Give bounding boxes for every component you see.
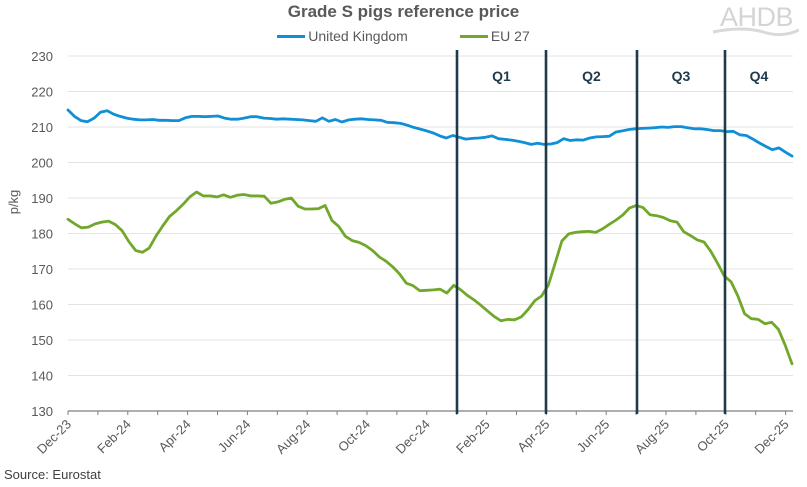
- quarter-label: Q3: [672, 68, 691, 84]
- quarter-markers: Q1 Q2 Q3 Q4: [455, 50, 769, 414]
- x-tick-label: Dec-23: [34, 417, 74, 457]
- y-tick-label: 220: [31, 85, 53, 100]
- x-tick-label: Jun-25: [574, 417, 613, 456]
- series-line-eu: [66, 190, 794, 366]
- x-axis: Dec-23 Feb-24 Apr-24 Jun-24 Aug-24 Oct-24 Dec-…: [34, 410, 793, 457]
- x-tick-label: Apr-24: [156, 417, 194, 455]
- legend-item-uk: United Kingdom: [277, 28, 408, 44]
- x-tick-label: Feb-25: [453, 417, 493, 457]
- y-tick-label: 130: [31, 404, 53, 419]
- gridlines: [68, 55, 793, 376]
- logo-text: AHDB: [719, 2, 794, 32]
- x-tick-label: Dec-25: [751, 417, 791, 457]
- y-tick-label: 180: [31, 227, 53, 242]
- y-tick-label: 200: [31, 156, 53, 171]
- y-axis-label: p/kg: [6, 190, 21, 215]
- x-tick-label: Oct-25: [694, 417, 732, 455]
- source-note: Source: Eurostat: [4, 467, 101, 482]
- y-tick-label: 230: [31, 49, 53, 64]
- x-tick-label: Jun-24: [215, 417, 254, 456]
- y-tick-label: 140: [31, 369, 53, 384]
- ahdb-logo: AHDB: [703, 2, 799, 38]
- legend-label-eu: EU 27: [490, 28, 530, 44]
- y-tick-label: 170: [31, 262, 53, 277]
- legend-swatch-uk: [277, 34, 306, 38]
- x-tick-label: Dec-24: [393, 417, 433, 457]
- y-tick-label: 190: [31, 191, 53, 206]
- y-axis: 130 140 150 160 170 180 190 200 210 220 230: [31, 49, 53, 419]
- series-lines: [66, 108, 794, 366]
- y-tick-label: 160: [31, 298, 53, 313]
- logo-swoosh-icon: [712, 27, 799, 37]
- x-tick-label: Aug-25: [632, 417, 672, 457]
- legend-label-uk: United Kingdom: [308, 28, 408, 44]
- x-tick-label: Apr-25: [514, 417, 552, 455]
- x-tick-label: Oct-24: [335, 417, 373, 455]
- quarter-label: Q1: [492, 68, 511, 84]
- series-line-uk: [66, 108, 794, 158]
- quarter-label: Q2: [582, 68, 601, 84]
- quarter-label: Q4: [750, 68, 769, 84]
- chart-legend: United Kingdom EU 27: [0, 28, 807, 44]
- x-tick-label: Aug-24: [273, 417, 313, 457]
- legend-item-eu: EU 27: [459, 28, 530, 44]
- legend-swatch-eu: [459, 34, 488, 38]
- y-tick-label: 210: [31, 120, 53, 135]
- y-tick-label: 150: [31, 333, 53, 348]
- chart-title: Grade S pigs reference price: [287, 2, 520, 21]
- x-tick-label: Feb-24: [94, 417, 134, 457]
